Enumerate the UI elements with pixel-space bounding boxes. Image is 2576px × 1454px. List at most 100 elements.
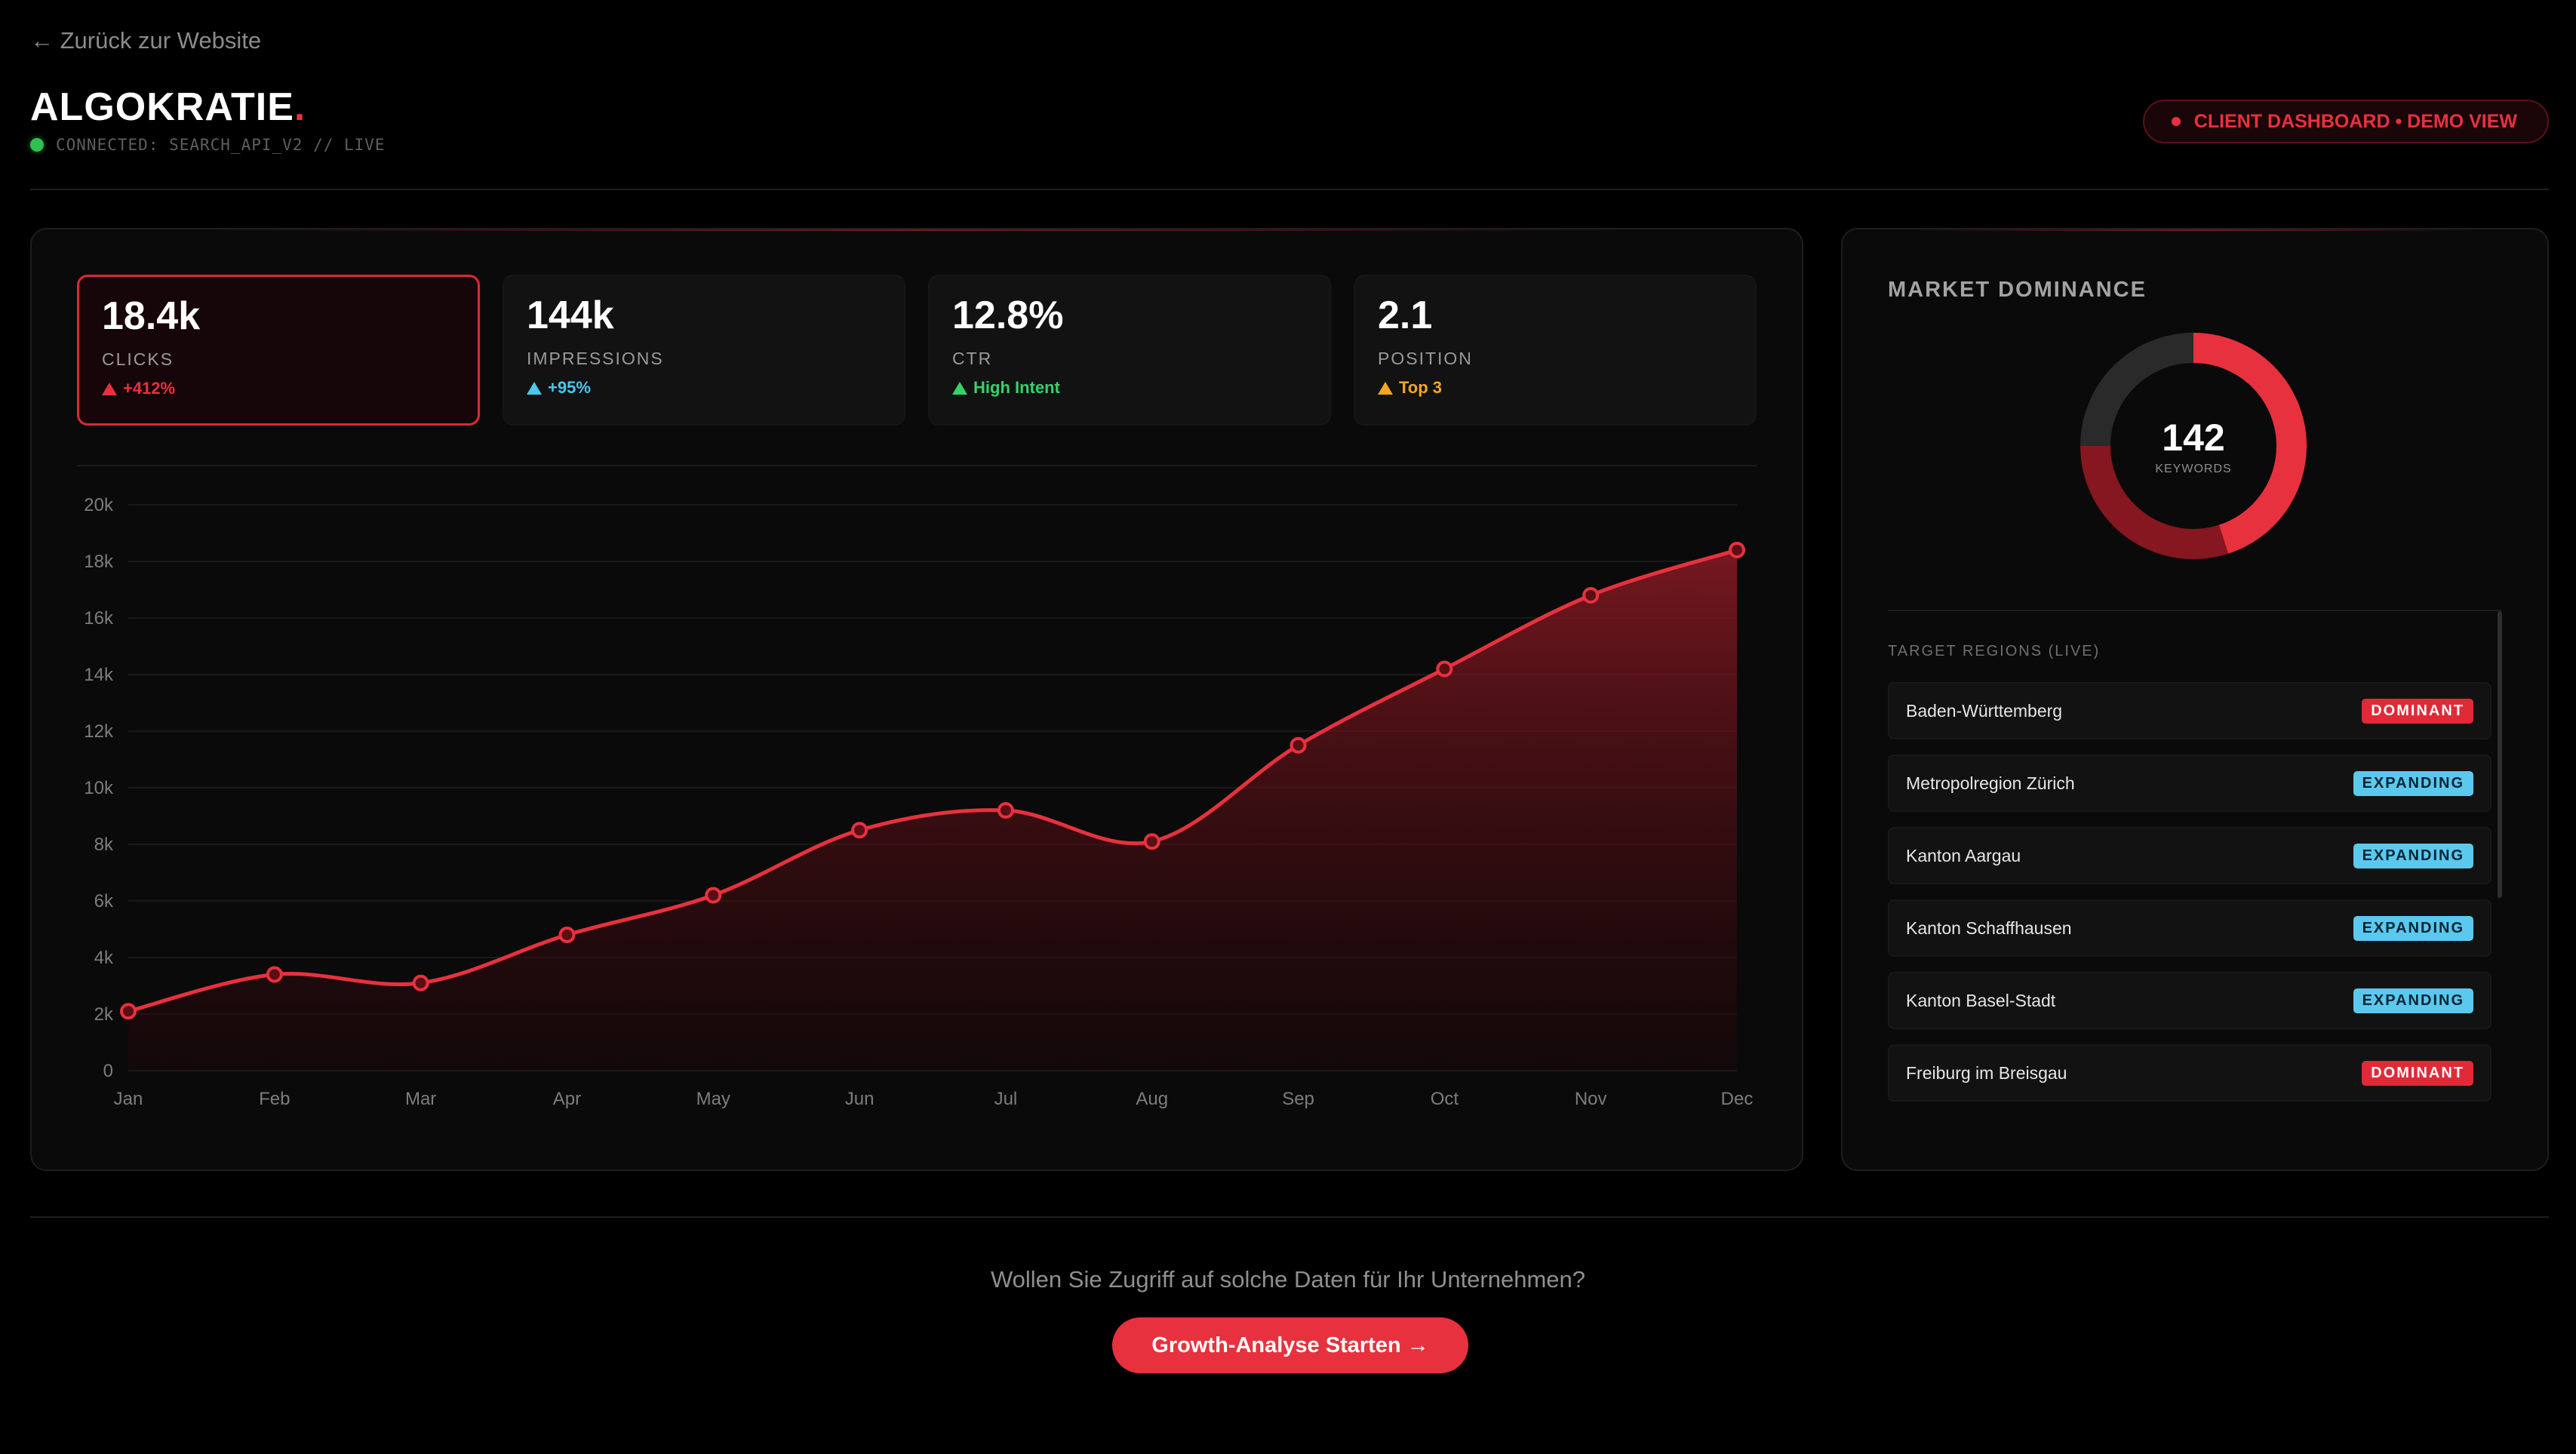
- kpi-label: CLICKS: [102, 349, 174, 369]
- kpi-label: POSITION: [1378, 349, 1473, 368]
- kpi-row: 18.4k CLICKS +412% 144k IMPRESSIONS +95%…: [77, 275, 1757, 426]
- y-tick-label: 12k: [84, 721, 114, 742]
- cta-question: Wollen Sie Zugriff auf solche Daten für …: [990, 1266, 1586, 1293]
- region-status-badge: DOMINANT: [2362, 1060, 2473, 1086]
- chart-data-point[interactable]: [1436, 660, 1453, 678]
- trend-up-icon: [1378, 381, 1393, 395]
- x-tick-label: Sep: [1282, 1089, 1314, 1109]
- connection-status: CONNECTED: SEARCH_API_V2 // LIVE: [30, 136, 386, 154]
- x-tick-label: Jul: [994, 1089, 1018, 1109]
- market-dominance-title: MARKET DOMINANCE: [1888, 278, 2147, 302]
- kpi-card-position[interactable]: 2.1 POSITION Top 3: [1354, 275, 1757, 426]
- connection-status-text: CONNECTED: SEARCH_API_V2 // LIVE: [56, 136, 386, 154]
- kpi-delta-text: +95%: [548, 378, 591, 397]
- y-tick-label: 20k: [84, 495, 114, 515]
- keywords-label: KEYWORDS: [2155, 463, 2232, 475]
- kpi-label: CTR: [952, 349, 993, 368]
- region-name: Kanton Basel-Stadt: [1906, 990, 2056, 1010]
- region-row[interactable]: Metropolregion Zürich EXPANDING: [1888, 755, 2491, 812]
- donut-center: 142 KEYWORDS: [2076, 329, 2310, 563]
- y-tick-label: 4k: [94, 948, 114, 968]
- chart-data-point[interactable]: [1729, 542, 1745, 558]
- region-row[interactable]: Baden-Württemberg DOMINANT: [1888, 682, 2491, 739]
- region-name: Freiburg im Breisgau: [1906, 1062, 2067, 1083]
- trend-up-icon: [952, 381, 967, 395]
- market-dominance-panel: MARKET DOMINANCE 142 KEYWORDS TARGET REG…: [1841, 228, 2549, 1171]
- x-tick-label: Aug: [1136, 1089, 1168, 1109]
- kpi-value: 18.4k: [102, 294, 201, 338]
- back-to-website-link[interactable]: ← Zurück zur Website: [30, 27, 262, 54]
- y-tick-label: 2k: [94, 1004, 114, 1025]
- target-regions-list[interactable]: Baden-Württemberg DOMINANT Metropolregion …: [1888, 682, 2491, 1124]
- header-divider: [30, 189, 2549, 190]
- region-status-badge: DOMINANT: [2362, 698, 2473, 724]
- regions-scrollbar[interactable]: [2498, 611, 2502, 898]
- chart-data-point[interactable]: [558, 927, 576, 943]
- x-tick-label: Feb: [259, 1089, 290, 1109]
- keywords-donut-chart: [2080, 333, 2307, 559]
- kpi-delta: +95%: [527, 378, 881, 398]
- x-tick-label: May: [696, 1089, 730, 1109]
- region-row[interactable]: Freiburg im Breisgau DOMINANT: [1888, 1044, 2491, 1102]
- x-tick-label: Mar: [405, 1089, 436, 1109]
- brand-name: ALGOKRATIE: [30, 85, 294, 129]
- panel-glow: [208, 229, 1625, 231]
- panel-glow: [1913, 229, 2477, 231]
- chart-data-point[interactable]: [1290, 736, 1307, 754]
- region-row[interactable]: Kanton Aargau EXPANDING: [1888, 827, 2491, 884]
- kpi-card-clicks[interactable]: 18.4k CLICKS +412%: [77, 275, 480, 426]
- kpi-delta-text: +412%: [123, 379, 176, 398]
- x-tick-label: Dec: [1721, 1089, 1754, 1109]
- x-tick-label: Oct: [1431, 1089, 1459, 1109]
- kpi-delta: +412%: [102, 379, 455, 398]
- growth-analysis-button[interactable]: Growth-Analyse Starten →: [1112, 1317, 1468, 1373]
- kpi-label: IMPRESSIONS: [527, 349, 664, 368]
- clicks-area-chart: 0 2k 4k 6k 8k 10k 12k 14k 16k 18k 20k Jan Feb Mar Apr M…: [84, 495, 1754, 1109]
- kpi-value: 144k: [527, 294, 614, 337]
- kpi-delta: Top 3: [1378, 378, 1732, 398]
- chart-data-point[interactable]: [266, 966, 283, 983]
- live-indicator-icon: [30, 138, 44, 152]
- y-tick-label: 10k: [84, 778, 114, 798]
- y-tick-label: 0: [103, 1061, 113, 1081]
- chart-data-point[interactable]: [412, 974, 429, 991]
- kpi-value: 12.8%: [952, 294, 1064, 337]
- region-row[interactable]: Kanton Basel-Stadt EXPANDING: [1888, 972, 2491, 1029]
- kpi-value: 2.1: [1378, 294, 1433, 337]
- chart-data-point[interactable]: [705, 887, 722, 904]
- x-tick-label: Jun: [845, 1089, 875, 1109]
- brand-dot: .: [294, 85, 306, 129]
- donut-segment: [2080, 333, 2307, 559]
- status-dot-icon: [2171, 117, 2181, 126]
- x-tick-label: Nov: [1575, 1089, 1607, 1109]
- chart-data-point[interactable]: [1582, 587, 1600, 604]
- kpi-card-impressions[interactable]: 144k IMPRESSIONS +95%: [503, 275, 905, 426]
- kpi-divider: [77, 465, 1757, 466]
- y-tick-label: 8k: [94, 835, 114, 855]
- target-regions-title: TARGET REGIONS (LIVE): [1888, 643, 2101, 659]
- region-status-badge: EXPANDING: [2353, 988, 2473, 1013]
- y-tick-label: 14k: [84, 665, 114, 685]
- chart-data-point[interactable]: [120, 1003, 137, 1020]
- region-status-badge: EXPANDING: [2353, 915, 2473, 941]
- region-status-badge: EXPANDING: [2353, 770, 2473, 796]
- brand-logo: ALGOKRATIE.: [30, 85, 306, 130]
- chart-data-point[interactable]: [851, 822, 868, 839]
- chart-data-point[interactable]: [1143, 833, 1160, 850]
- chart-data-point[interactable]: [997, 802, 1014, 819]
- region-name: Kanton Schaffhausen: [1906, 918, 2072, 938]
- y-tick-label: 6k: [94, 891, 114, 911]
- chart-series-line: [128, 548, 1738, 1013]
- chart-area-fill: [128, 550, 1737, 1071]
- region-status-badge: EXPANDING: [2353, 843, 2473, 868]
- kpi-card-ctr[interactable]: 12.8% CTR High Intent: [928, 275, 1331, 426]
- region-row[interactable]: Kanton Schaffhausen EXPANDING: [1888, 899, 2491, 957]
- y-tick-label: 18k: [84, 552, 114, 572]
- region-name: Baden-Württemberg: [1906, 700, 2063, 721]
- trend-up-icon: [102, 382, 117, 395]
- keywords-count: 142: [2162, 417, 2225, 459]
- demo-view-badge: CLIENT DASHBOARD • DEMO VIEW: [2142, 100, 2549, 143]
- demo-view-label: CLIENT DASHBOARD • DEMO VIEW: [2193, 110, 2517, 132]
- kpi-delta: High Intent: [952, 378, 1307, 398]
- trend-up-icon: [527, 381, 542, 395]
